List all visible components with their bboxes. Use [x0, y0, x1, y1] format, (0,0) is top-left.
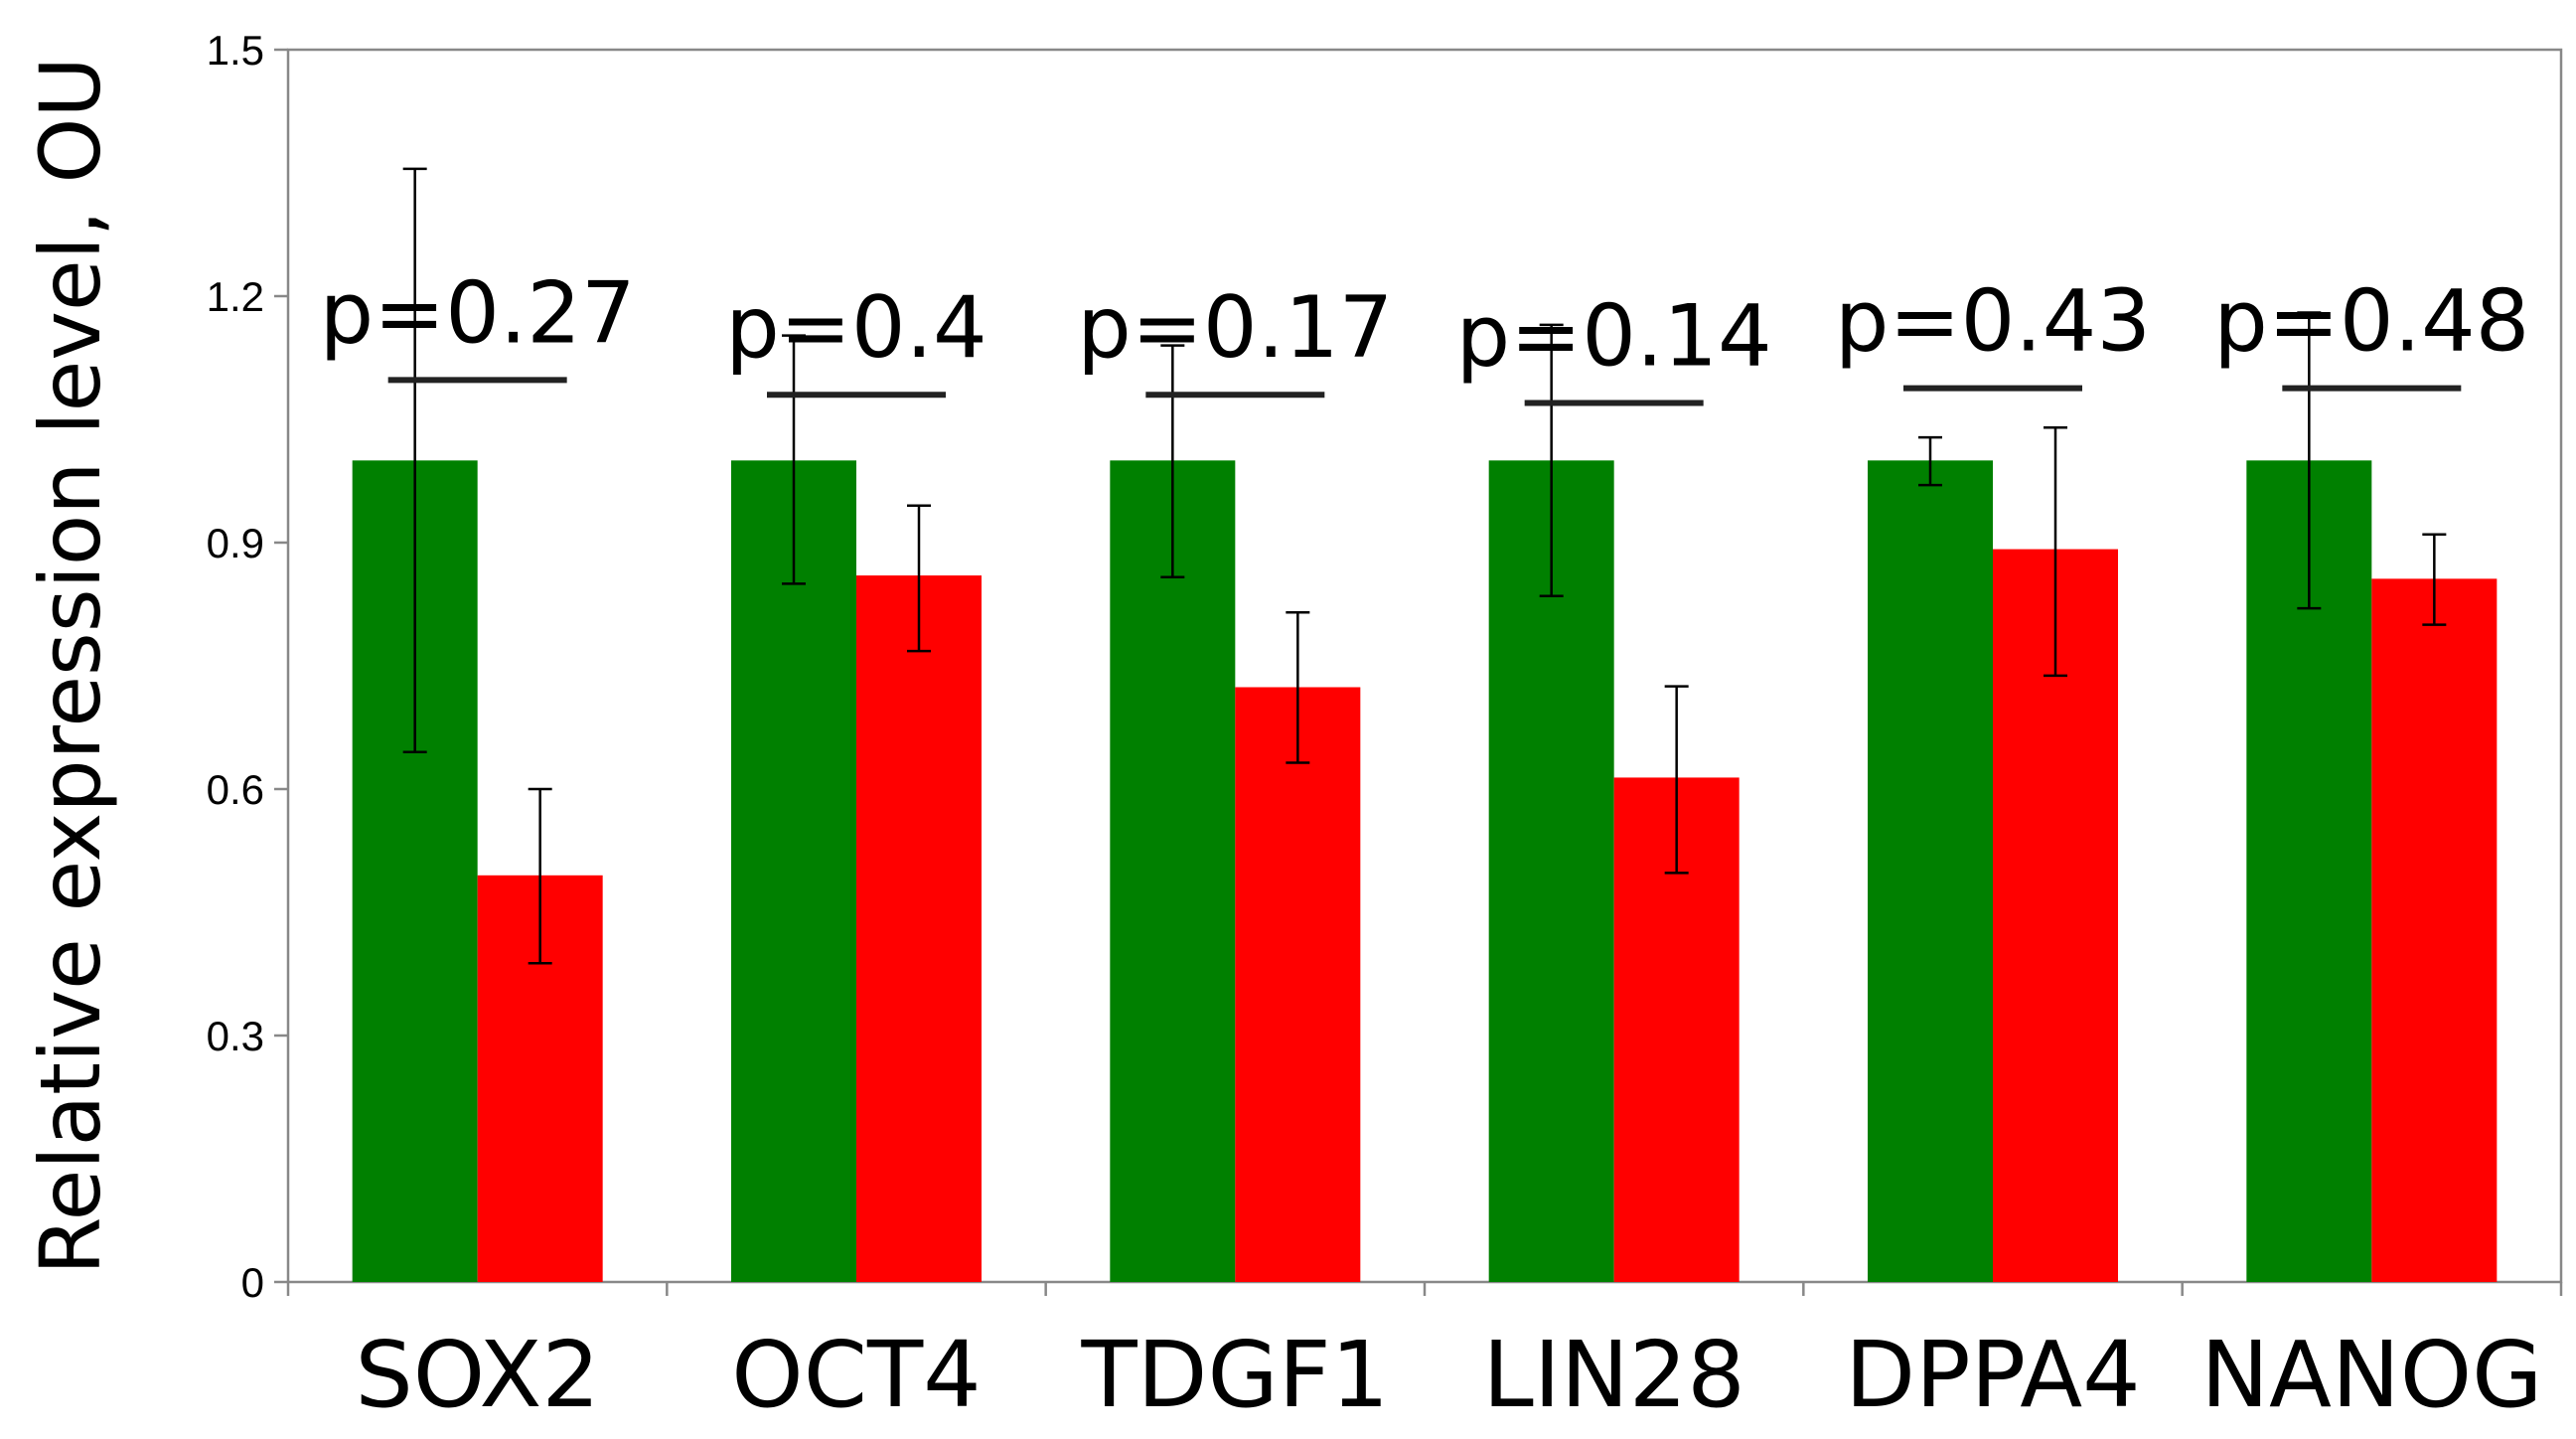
- bar-treated-oct4: [856, 575, 982, 1282]
- category-label: OCT4: [731, 1322, 981, 1428]
- category-label: DPPA4: [1845, 1322, 2140, 1428]
- p-value-label: p=0.4: [725, 278, 986, 378]
- plot-area: 0 0.3 0.6 0.9 1.2 1.5 Relative expression leve…: [22, 27, 2563, 1428]
- y-tick-label: 0: [241, 1259, 264, 1306]
- y-tick-label: 1.5: [207, 27, 264, 74]
- y-axis-title: Relative expression level, OU: [22, 57, 119, 1275]
- bar-control-dppa4: [1868, 460, 1993, 1282]
- p-value-label: p=0.14: [1456, 286, 1772, 386]
- bar-control-tdgf1: [1110, 460, 1236, 1282]
- bar-treated-tdgf1: [1235, 687, 1361, 1282]
- p-value-label: p=0.43: [1835, 272, 2151, 372]
- category-label: LIN28: [1483, 1322, 1745, 1428]
- bar-treated-nanog: [2371, 578, 2498, 1282]
- y-tick-label: 1.2: [207, 273, 264, 320]
- category-label: SOX2: [355, 1322, 600, 1428]
- bar-control-lin28: [1488, 460, 1614, 1282]
- p-value-label: p=0.27: [320, 263, 636, 363]
- category-label: TDGF1: [1080, 1322, 1389, 1428]
- p-value-label: p=0.48: [2213, 272, 2529, 372]
- y-tick-label: 0.9: [207, 520, 264, 566]
- p-value-label: p=0.17: [1077, 278, 1393, 378]
- bar-control-oct4: [731, 460, 856, 1282]
- category-label: NANOG: [2200, 1322, 2542, 1428]
- y-tick-label: 0.3: [207, 1013, 264, 1059]
- plot-frame: [286, 48, 2563, 1284]
- y-tick-label: 0.6: [207, 766, 264, 813]
